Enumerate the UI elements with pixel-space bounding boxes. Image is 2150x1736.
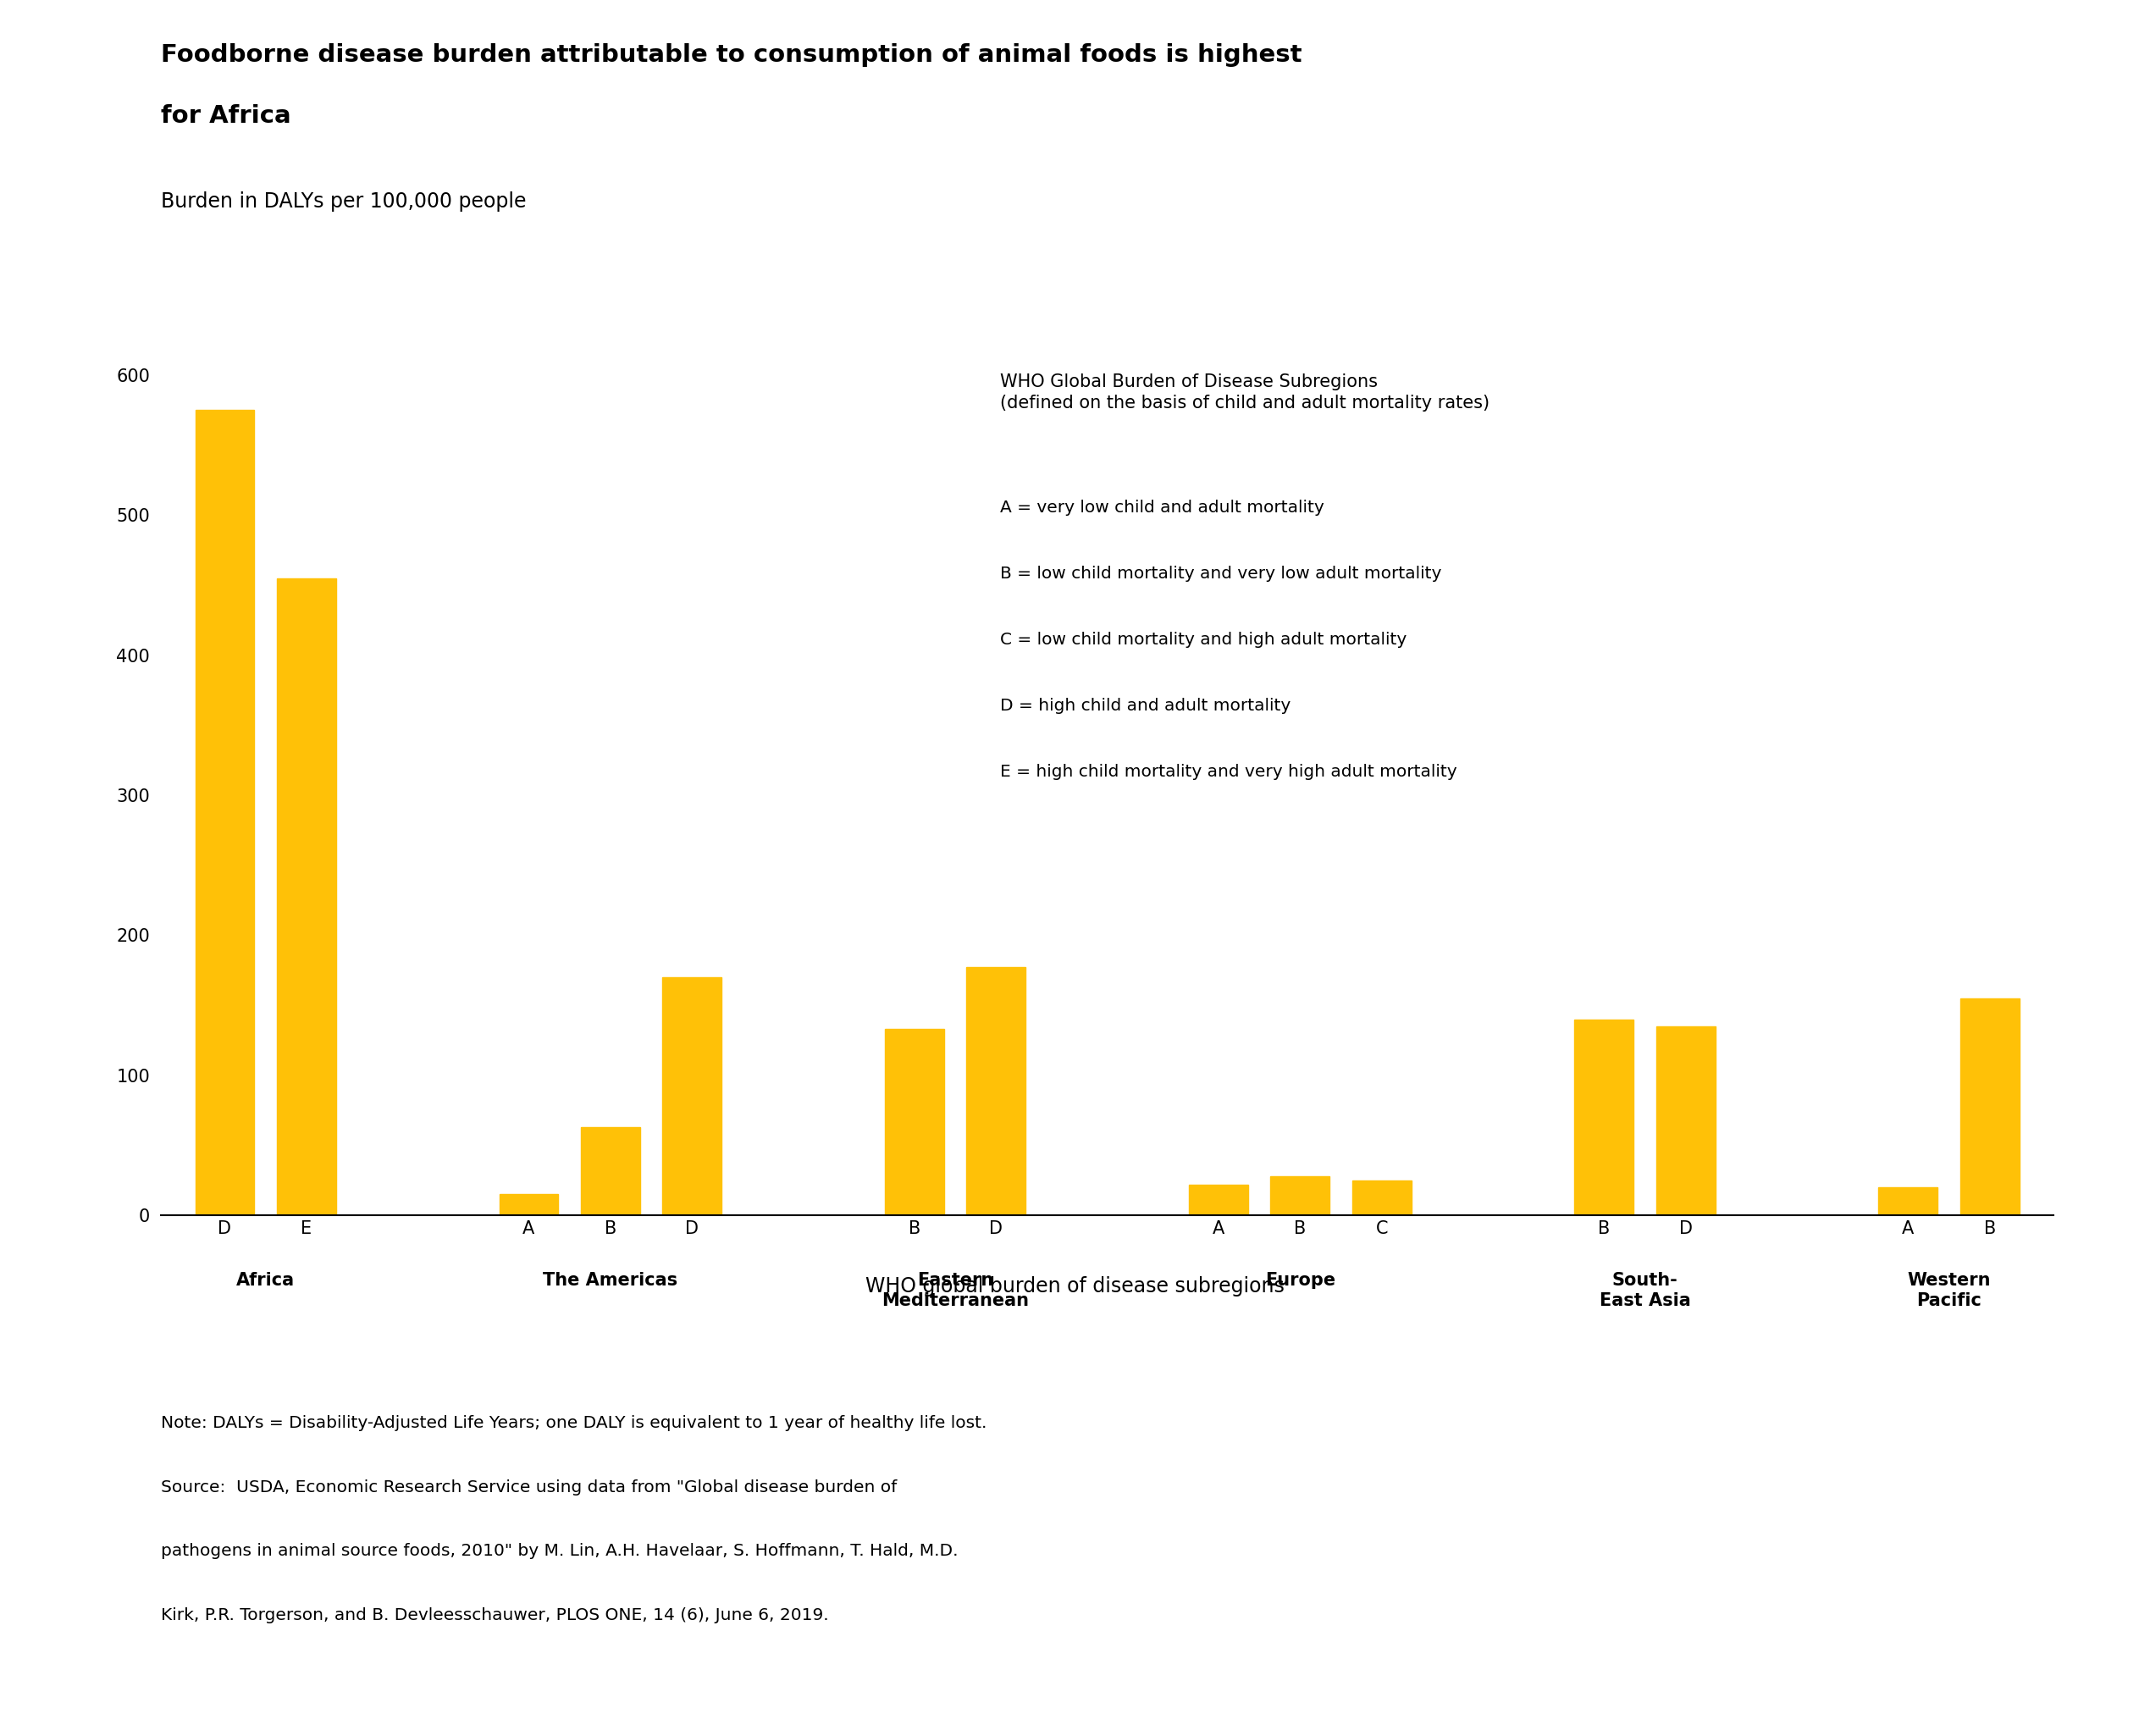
- Text: pathogens in animal source foods, 2010" by M. Lin, A.H. Havelaar, S. Hoffmann, T: pathogens in animal source foods, 2010" …: [161, 1543, 959, 1559]
- Bar: [662, 977, 722, 1215]
- Bar: [1656, 1026, 1716, 1215]
- Text: D = high child and adult mortality: D = high child and adult mortality: [1000, 698, 1290, 713]
- Text: Kirk, P.R. Torgerson, and B. Devleesschauwer, PLOS ONE, 14 (6), June 6, 2019.: Kirk, P.R. Torgerson, and B. Devleesscha…: [161, 1608, 830, 1623]
- Text: Africa: Africa: [237, 1272, 295, 1288]
- Bar: [1961, 998, 2019, 1215]
- Text: WHO Global Burden of Disease Subregions
(defined on the basis of child and adult: WHO Global Burden of Disease Subregions …: [1000, 373, 1490, 411]
- Text: The Americas: The Americas: [544, 1272, 677, 1288]
- Text: Foodborne disease burden attributable to consumption of animal foods is highest: Foodborne disease burden attributable to…: [161, 43, 1303, 68]
- Text: A = very low child and adult mortality: A = very low child and adult mortality: [1000, 500, 1324, 516]
- Bar: [1271, 1175, 1329, 1215]
- Text: for Africa: for Africa: [161, 104, 292, 128]
- Text: WHO global burden of disease subregions: WHO global burden of disease subregions: [866, 1276, 1284, 1297]
- Text: Burden in DALYs per 100,000 people: Burden in DALYs per 100,000 people: [161, 191, 527, 212]
- Text: Europe: Europe: [1264, 1272, 1335, 1288]
- Text: C = low child mortality and high adult mortality: C = low child mortality and high adult m…: [1000, 632, 1406, 648]
- Text: E = high child mortality and very high adult mortality: E = high child mortality and very high a…: [1000, 764, 1458, 779]
- Bar: [1574, 1019, 1634, 1215]
- Text: South-
East Asia: South- East Asia: [1600, 1272, 1690, 1309]
- Bar: [581, 1127, 641, 1215]
- Bar: [196, 410, 254, 1215]
- Text: Eastern
Mediterranean: Eastern Mediterranean: [882, 1272, 1030, 1309]
- Bar: [277, 578, 335, 1215]
- Bar: [886, 1029, 944, 1215]
- Text: Western
Pacific: Western Pacific: [1907, 1272, 1991, 1309]
- Bar: [499, 1194, 559, 1215]
- Bar: [968, 967, 1026, 1215]
- Bar: [1189, 1184, 1247, 1215]
- Text: Note: DALYs = Disability-Adjusted Life Years; one DALY is equivalent to 1 year o: Note: DALYs = Disability-Adjusted Life Y…: [161, 1415, 987, 1430]
- Bar: [1879, 1187, 1937, 1215]
- Bar: [1352, 1180, 1410, 1215]
- Text: Source:  USDA, Economic Research Service using data from "Global disease burden : Source: USDA, Economic Research Service …: [161, 1479, 897, 1495]
- Text: B = low child mortality and very low adult mortality: B = low child mortality and very low adu…: [1000, 566, 1440, 582]
